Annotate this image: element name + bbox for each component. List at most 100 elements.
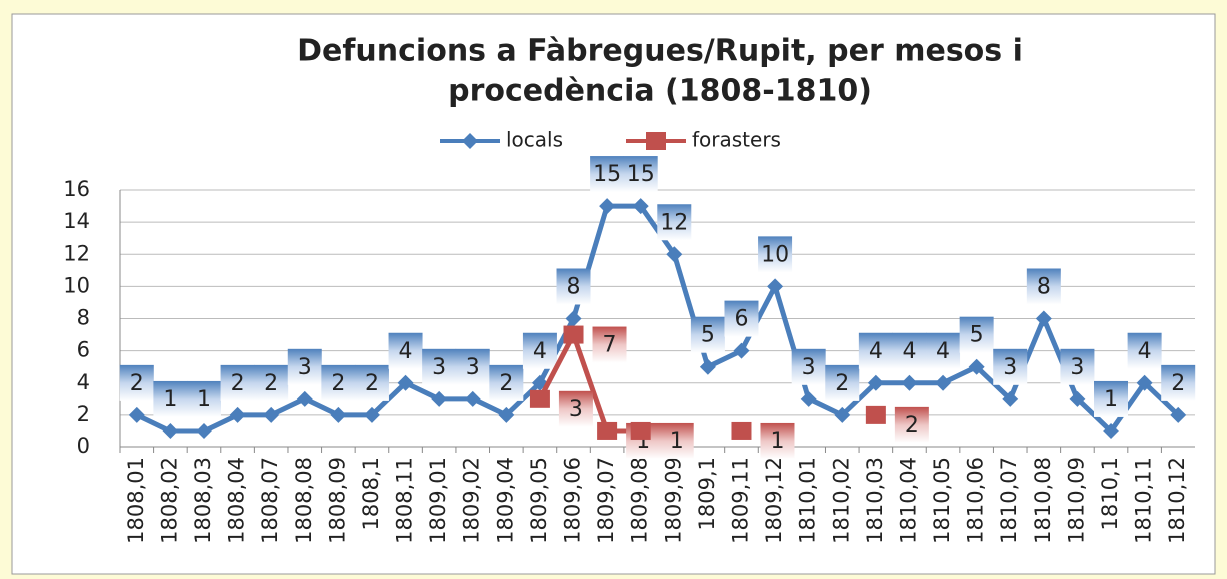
x-tick-label: 1809,12 (762, 457, 786, 544)
data-label: 2 (499, 371, 513, 396)
point (767, 278, 784, 295)
legend-marker (646, 132, 666, 150)
data-label-box (892, 332, 927, 369)
point (431, 390, 448, 407)
point (195, 422, 212, 439)
point (935, 374, 952, 391)
x-tick-label: 1810,03 (863, 457, 887, 544)
x-tick-label: 1810,05 (930, 457, 954, 544)
x-tick-label: 1808,04 (225, 457, 249, 544)
x-tick-label: 1809,08 (628, 457, 652, 544)
point (330, 406, 347, 423)
data-label: 1 (197, 387, 211, 412)
y-tick-label: 0 (77, 434, 90, 458)
data-label-box (455, 348, 490, 385)
data-label-box (186, 380, 221, 417)
data-label-box (590, 156, 625, 193)
x-tick-label: 1810,02 (829, 457, 853, 544)
data-label-box (690, 316, 725, 353)
data-label-box (1026, 268, 1061, 305)
data-label: 4 (936, 339, 950, 364)
point (1069, 390, 1086, 407)
point (529, 389, 550, 408)
data-label-box (760, 422, 795, 459)
x-tick-label: 1809,1 (695, 457, 719, 530)
x-tick-label: 1810,04 (896, 457, 920, 544)
data-label: 2 (130, 371, 144, 396)
data-label-box (724, 300, 759, 337)
point (531, 374, 548, 391)
data-label: 2 (231, 371, 245, 396)
data-label-box (287, 348, 322, 385)
data-label: 1 (770, 429, 784, 454)
data-label: 12 (660, 210, 688, 235)
x-tick-label: 1809,11 (728, 457, 752, 544)
data-label: 1 (670, 429, 684, 454)
point (1136, 374, 1153, 391)
legend-label: locals (506, 128, 563, 152)
point (901, 374, 918, 391)
point (1002, 390, 1019, 407)
point (733, 342, 750, 359)
data-label-box (254, 364, 289, 401)
data-label-box (321, 364, 356, 401)
data-label: 2 (1171, 371, 1185, 396)
data-label: 2 (835, 371, 849, 396)
x-tick-label: 1809,06 (561, 457, 585, 544)
data-label: 6 (734, 307, 748, 332)
data-label: 2 (905, 413, 919, 438)
data-label-box (657, 204, 692, 241)
point (834, 406, 851, 423)
data-label-box (791, 348, 826, 385)
data-label: 3 (1070, 355, 1084, 380)
legend-marker (462, 133, 478, 149)
data-label: 15 (627, 162, 655, 187)
data-label-box (926, 332, 961, 369)
data-label: 2 (365, 371, 379, 396)
data-label-box (825, 364, 860, 401)
data-label-box (758, 236, 793, 273)
x-tick-label: 1809,02 (460, 457, 484, 544)
x-tick-label: 1810,12 (1165, 457, 1189, 544)
point (865, 405, 886, 424)
x-tick-label: 1809,01 (426, 457, 450, 544)
data-label: 2 (331, 371, 345, 396)
x-tick-label: 1808,01 (124, 457, 148, 544)
x-tick-label: 1810,1 (1098, 457, 1122, 530)
y-tick-label: 14 (63, 209, 90, 233)
chart-area (11, 13, 1216, 575)
x-tick-label: 1810,11 (1132, 457, 1156, 544)
point (1170, 406, 1187, 423)
chart-title: Defuncions a Fàbregues/Rupit, per mesos … (297, 34, 1023, 69)
x-tick-label: 1809,05 (527, 457, 551, 544)
data-label-box (1161, 364, 1196, 401)
data-label-box (119, 364, 154, 401)
data-label: 8 (567, 275, 581, 300)
data-label: 1 (1104, 387, 1118, 412)
x-tick-label: 1808,09 (325, 457, 349, 544)
x-tick-label: 1808,02 (157, 457, 181, 544)
point (128, 406, 145, 423)
data-label: 4 (399, 339, 413, 364)
data-label: 4 (902, 339, 916, 364)
data-label: 1 (163, 387, 177, 412)
point (565, 310, 582, 327)
data-label: 7 (603, 333, 617, 358)
point (630, 421, 651, 440)
x-tick-label: 1808,07 (258, 457, 282, 544)
y-tick-label: 12 (63, 241, 90, 265)
x-tick-label: 1809,04 (493, 457, 517, 544)
data-label-box (153, 380, 188, 417)
data-label-box (556, 268, 591, 305)
data-label: 4 (1138, 339, 1152, 364)
chart-title: procedència (1808-1810) (448, 74, 872, 109)
y-tick-label: 2 (77, 402, 90, 426)
point (731, 421, 752, 440)
point (296, 390, 313, 407)
data-label-box (220, 364, 255, 401)
data-label: 3 (298, 355, 312, 380)
point (464, 390, 481, 407)
data-label: 3 (1003, 355, 1017, 380)
data-label-box (388, 332, 423, 369)
